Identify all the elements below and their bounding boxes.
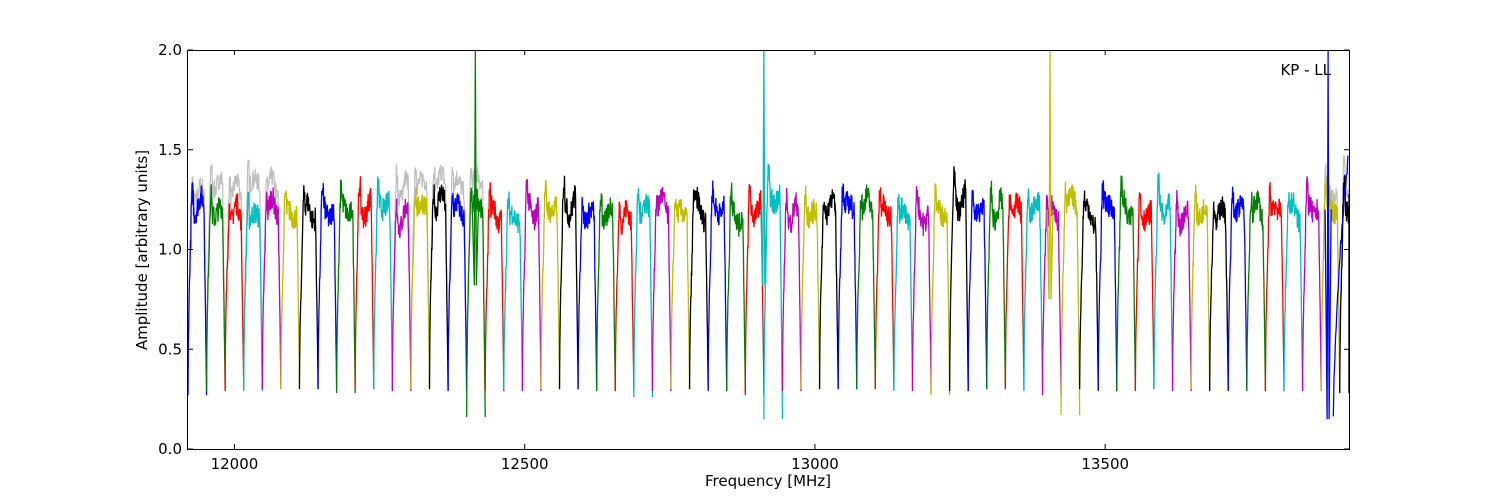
x-tick-label: 12000	[211, 455, 259, 473]
channel-trace	[373, 176, 393, 390]
channel-trace	[1153, 172, 1174, 390]
y-axis-label: Amplitude [arbitrary units]	[133, 150, 151, 350]
channel-trace	[948, 166, 969, 392]
channel-trace	[261, 187, 282, 390]
plot-frame	[187, 50, 1350, 450]
x-tick-label: 13500	[1081, 455, 1129, 473]
channel-trace	[707, 180, 728, 392]
reference-trace	[428, 164, 449, 390]
channel-trace	[688, 186, 709, 390]
channel-trace	[596, 193, 616, 392]
y-tick-label: 0.5	[158, 340, 182, 358]
channel-trace	[391, 198, 412, 392]
tick-layer: 12000 12500 13000 13500 0.0 0.5 1.0 1.5 2.0	[158, 41, 1349, 473]
y-tick-label: 1.5	[158, 141, 182, 159]
channel-trace	[187, 182, 208, 396]
channel-trace	[893, 193, 914, 392]
channel-trace	[837, 183, 858, 390]
channel-trace	[243, 191, 263, 392]
x-tick-label: 13000	[791, 455, 839, 473]
reference-trace	[391, 164, 412, 392]
channel-trace	[1097, 180, 1118, 392]
channel-trace	[1078, 190, 1099, 390]
channel-trace	[670, 198, 691, 390]
channel-trace	[447, 192, 468, 392]
channel-trace	[224, 193, 245, 390]
reference-trace	[410, 167, 431, 390]
channel-trace	[1301, 176, 1322, 392]
channel-trace	[335, 179, 356, 394]
y-tick-label: 0.0	[158, 440, 182, 458]
channel-trace	[986, 180, 1006, 390]
channel-trace	[781, 187, 802, 392]
channel-trace	[1171, 190, 1192, 392]
channel-trace	[1116, 175, 1137, 392]
channel-trace	[651, 187, 672, 392]
channel-trace	[521, 179, 542, 392]
channel-trace	[1190, 184, 1211, 390]
channel-trace	[911, 186, 932, 392]
channel-trace	[856, 184, 876, 390]
channel-trace	[1246, 190, 1267, 392]
channel-trace	[633, 188, 654, 398]
reference-trace	[261, 166, 282, 390]
channel-trace	[577, 196, 598, 390]
channel-trace	[1283, 192, 1304, 392]
channel-trace	[614, 200, 635, 392]
channel-trace	[744, 184, 765, 396]
channel-trace	[874, 187, 895, 390]
channel-trace	[1134, 191, 1155, 390]
channel-trace	[428, 184, 449, 390]
channel-trace	[726, 182, 746, 392]
x-axis-label: Frequency [MHz]	[705, 472, 831, 490]
channel-trace	[354, 176, 375, 390]
reference-trace	[224, 172, 245, 390]
channel-trace	[1023, 188, 1044, 392]
channel-trace	[540, 179, 561, 390]
x-tick-label: 12500	[501, 455, 549, 473]
channel-trace	[967, 189, 988, 390]
channel-trace	[1060, 181, 1081, 416]
channel-trace	[280, 190, 301, 390]
channel-trace	[763, 163, 784, 420]
panel-annotation: KP - LL	[1280, 61, 1331, 79]
channel-trace	[1320, 177, 1341, 392]
channel-trace	[410, 187, 431, 390]
reference-trace	[205, 163, 226, 392]
y-tick-label: 1.0	[158, 241, 182, 259]
channel-trace	[317, 182, 338, 390]
channel-trace	[205, 184, 226, 392]
channel-trace	[1004, 192, 1025, 390]
channel-trace	[484, 182, 505, 392]
channel-trace	[800, 186, 821, 390]
channel-trace	[503, 191, 524, 390]
channel-trace	[1209, 196, 1229, 392]
channel-trace	[1264, 182, 1285, 392]
reference-trace	[243, 159, 263, 392]
channel-trace	[930, 183, 951, 396]
channel-trace	[1227, 186, 1248, 390]
edge-trace	[1332, 155, 1349, 417]
channel-trace	[1041, 194, 1062, 396]
channel-trace	[818, 189, 839, 390]
channel-trace	[298, 185, 319, 390]
channel-trace	[558, 175, 579, 390]
y-tick-label: 2.0	[158, 41, 182, 59]
